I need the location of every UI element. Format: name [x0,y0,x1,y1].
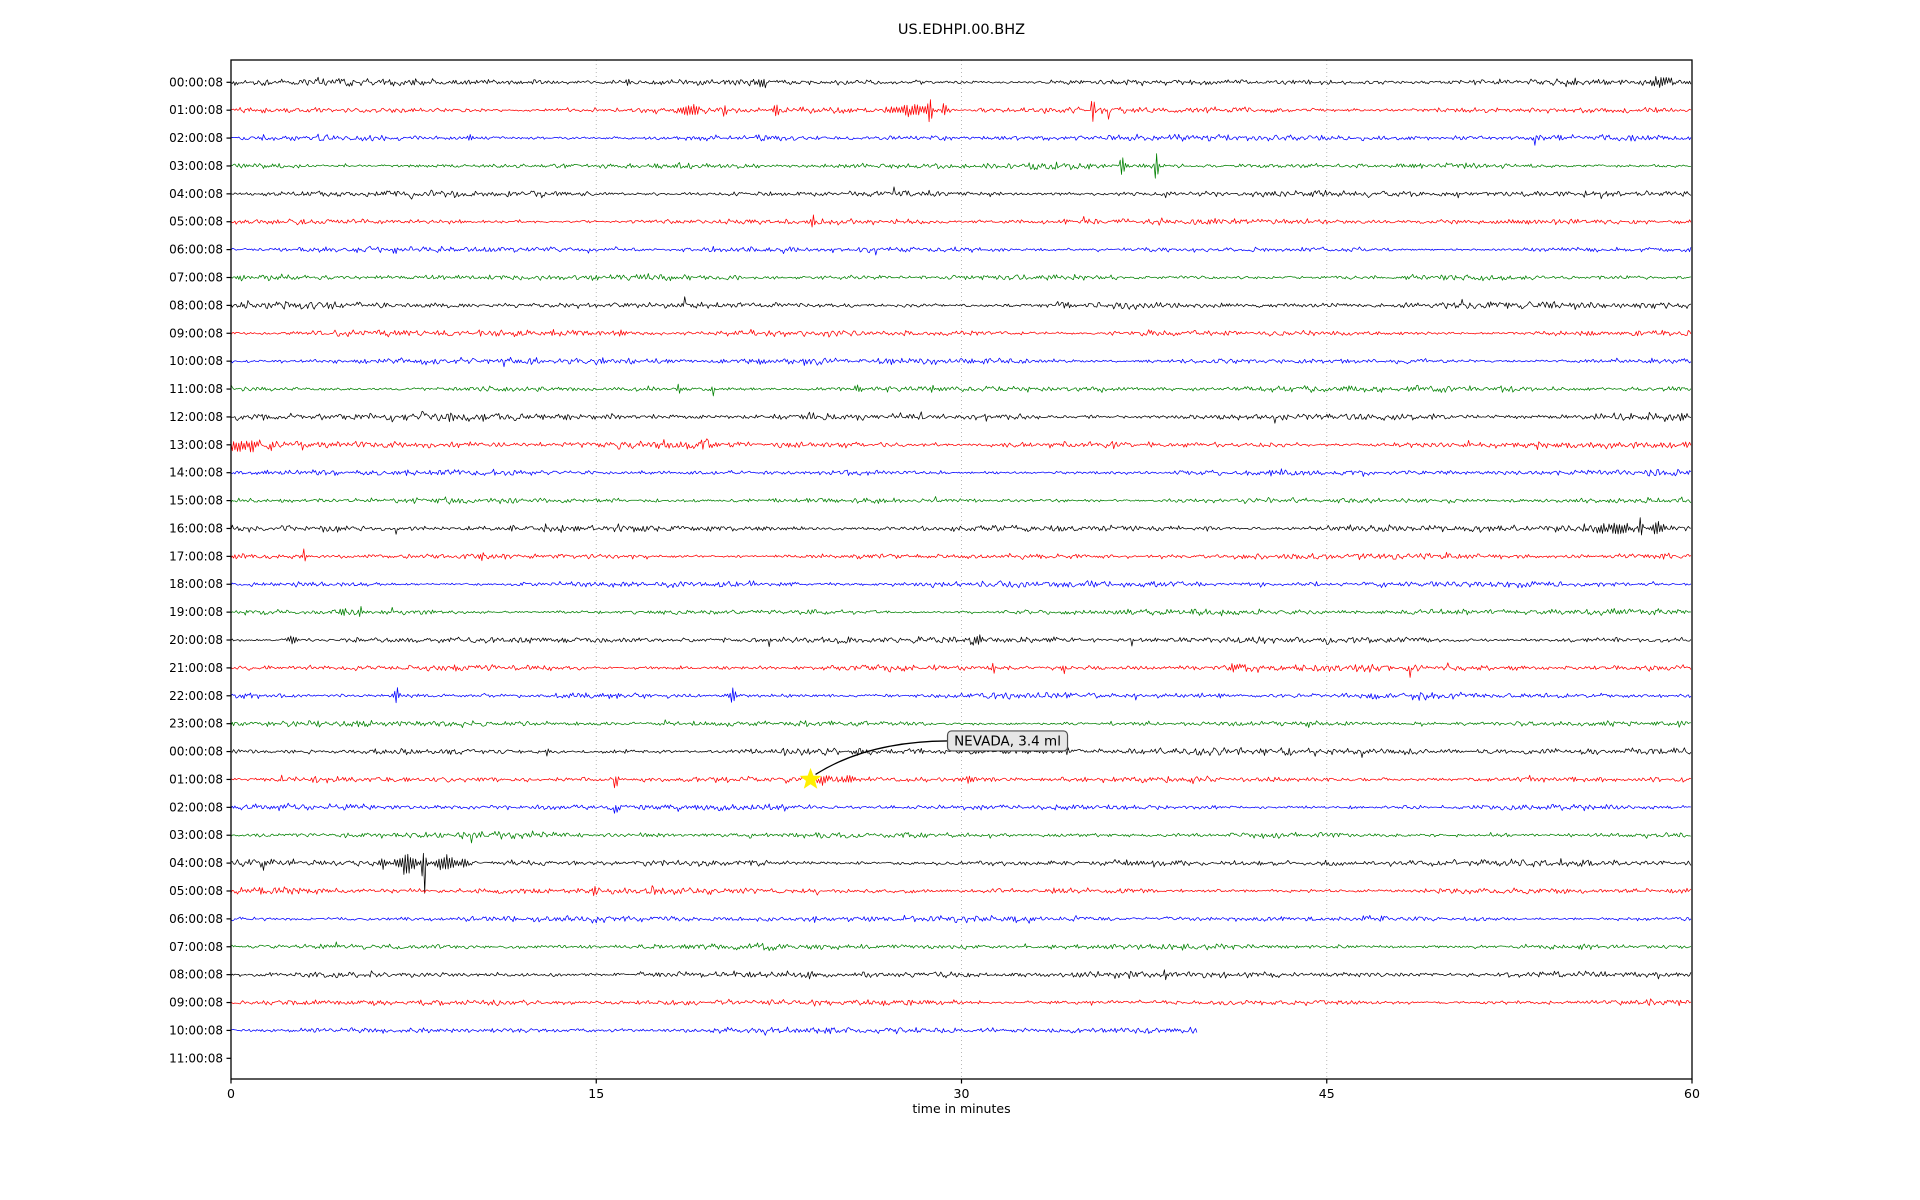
trace-row [230,914,1692,924]
trace-row [230,328,1692,338]
trace-row [230,774,1691,789]
trace-row [230,76,1692,89]
trace-row [230,802,1691,814]
y-tick-label: 19:00:08 [169,605,223,619]
y-tick-label: 06:00:08 [169,243,223,257]
trace-row [230,438,1692,453]
y-tick-label: 09:00:08 [169,996,223,1010]
y-tick-label: 02:00:08 [169,800,223,814]
trace-row [230,186,1692,200]
y-tick-label: 03:00:08 [169,159,223,173]
trace-row [230,296,1692,310]
trace-row [231,410,1692,424]
y-tick-label: 05:00:08 [169,215,223,229]
y-tick-label: 11:00:08 [169,382,223,396]
trace-row [230,517,1691,536]
x-tick-label: 0 [227,1086,235,1101]
y-tick-label: 13:00:08 [169,438,223,452]
trace-row [230,719,1691,728]
trace-row [230,969,1692,981]
event-star-marker [799,767,822,789]
trace-row [230,356,1692,368]
y-tick-label: 21:00:08 [169,661,223,675]
y-tick-label: 07:00:08 [169,271,223,285]
y-tick-label: 03:00:08 [169,828,223,842]
y-tick-label: 08:00:08 [169,298,223,312]
trace-row [230,548,1692,562]
y-tick-label: 05:00:08 [169,884,223,898]
y-tick-label: 22:00:08 [169,689,223,703]
trace-row [230,662,1692,678]
y-tick-label: 09:00:08 [169,326,223,340]
trace-row [230,885,1692,897]
y-tick-label: 04:00:08 [169,187,223,201]
y-tick-label: 14:00:08 [169,466,223,480]
trace-row [230,634,1692,647]
trace-row [230,941,1692,952]
annotation-box [946,730,1069,752]
y-tick-label: 01:00:08 [169,772,223,786]
y-tick-label: 17:00:08 [169,549,223,563]
trace-row [230,214,1692,228]
x-tick-label: 60 [1684,1086,1700,1101]
trace-row [230,1026,1198,1036]
trace-row [230,687,1692,704]
chart-title: US.EDHPI.00.BHZ [897,22,1026,38]
y-tick-label: 18:00:08 [169,577,223,591]
trace-row [230,606,1691,617]
y-tick-label: 10:00:08 [169,354,223,368]
y-tick-label: 20:00:08 [169,633,223,647]
y-tick-label: 10:00:08 [169,1023,223,1037]
grid-lines [595,60,1328,1079]
event-annotation: NEVADA, 3.4 ml [799,730,1069,789]
y-tick-label: 01:00:08 [169,103,223,117]
trace-row [230,468,1692,477]
y-tick-label: 04:00:08 [169,856,223,870]
annotation-label: NEVADA, 3.4 ml [954,733,1061,749]
trace-row [230,133,1692,146]
y-tick-label: 12:00:08 [169,410,223,424]
trace-row [230,383,1692,397]
y-tick-label: 07:00:08 [169,940,223,954]
x-tick-label: 15 [588,1086,604,1101]
trace-row [230,580,1692,589]
trace-row [230,496,1692,505]
trace-row [230,99,1692,123]
y-tick-label: 16:00:08 [169,521,223,535]
y-tick-label: 08:00:08 [169,968,223,982]
x-tick-label: 45 [1319,1086,1335,1101]
trace-row [230,830,1692,844]
trace-row [230,273,1691,282]
trace-row [230,747,1692,758]
y-tick-label: 23:00:08 [169,717,223,731]
seismogram-traces [230,76,1692,1036]
axes: 0 15 30 45 60 00:00:08 01:00:08 02:00:08 03:00:0… [169,59,1700,1101]
y-tick-label: 02:00:08 [169,131,223,145]
trace-row [230,245,1692,256]
trace-row [230,998,1692,1007]
annotation-arrow [815,740,948,775]
y-tick-label: 06:00:08 [169,912,223,926]
y-tick-label: 11:00:08 [169,1051,223,1065]
x-axis-label: time in minutes [912,1101,1011,1116]
y-tick-label: 00:00:08 [169,75,223,89]
trace-row [230,153,1691,179]
y-tick-label: 15:00:08 [169,494,223,508]
x-tick-label: 30 [954,1086,970,1101]
y-tick-label: 00:00:08 [169,745,223,759]
trace-row [230,852,1692,894]
